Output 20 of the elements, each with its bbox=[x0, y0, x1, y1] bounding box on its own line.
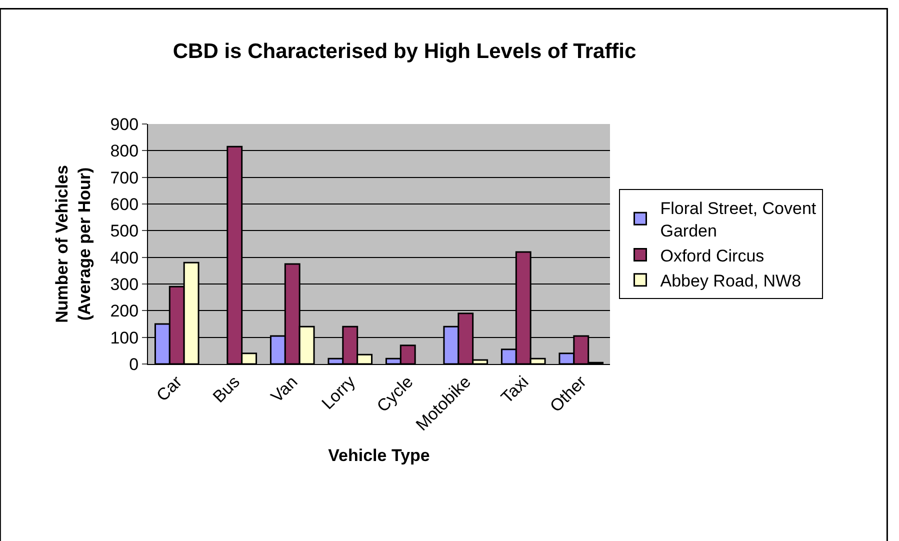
x-tick-label: Car bbox=[152, 372, 186, 406]
x-tick-label: Bus bbox=[209, 372, 244, 406]
y-tick-label: 900 bbox=[110, 114, 139, 134]
y-tick-label: 700 bbox=[110, 168, 139, 188]
y-tick-label: 200 bbox=[110, 302, 139, 321]
y-tick-label: 100 bbox=[110, 328, 139, 348]
legend-label: Floral Street, Covent Garden bbox=[660, 199, 816, 240]
x-axis-title: Vehicle Type bbox=[328, 446, 430, 465]
y-tick-label: 500 bbox=[110, 222, 139, 241]
y-tick-label: 0 bbox=[129, 354, 139, 374]
y-axis-title: Number of Vehicles (Average per Hour) bbox=[52, 165, 94, 323]
y-tick-label: 800 bbox=[110, 142, 139, 161]
legend-label: Oxford Circus bbox=[660, 246, 764, 266]
x-tick-label: Van bbox=[267, 372, 302, 406]
y-tick-label: 300 bbox=[110, 274, 139, 294]
x-tick-label: Taxi bbox=[497, 372, 532, 408]
legend-label: Abbey Road, NW8 bbox=[660, 271, 802, 290]
y-tick-label: 600 bbox=[110, 194, 139, 214]
y-tick-label: 400 bbox=[110, 248, 139, 268]
chart-title: CBD is Characterised by High Levels of Traffic bbox=[172, 40, 637, 63]
